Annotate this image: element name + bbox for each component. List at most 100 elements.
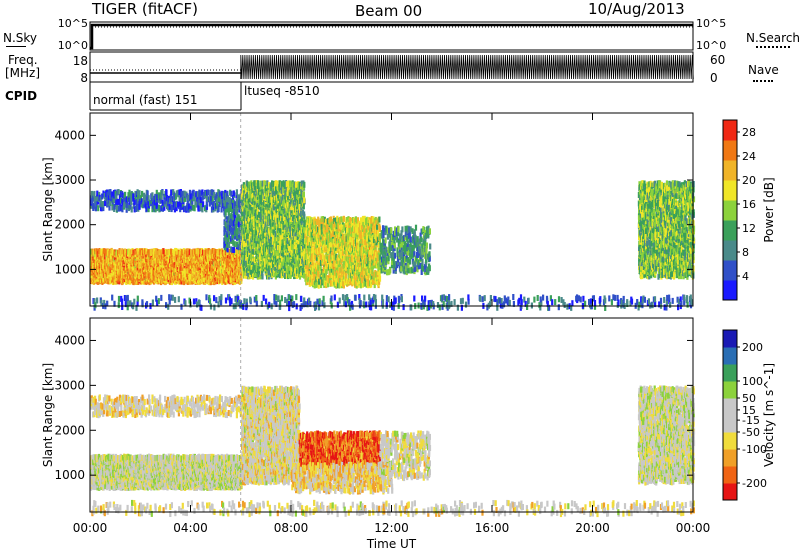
- range-gate-cell: [98, 248, 101, 254]
- range-gate-cell: [190, 204, 193, 211]
- range-gate-cell: [246, 181, 250, 188]
- range-gate-cell: [163, 193, 166, 200]
- range-gate-cell: [177, 201, 180, 208]
- range-gate-cell: [303, 197, 306, 204]
- range-gate-cell: [287, 219, 291, 226]
- range-gate-cell: [261, 259, 264, 266]
- range-gate-cell: [121, 192, 124, 199]
- range-gate-cell: [173, 192, 176, 199]
- range-gate-cell: [177, 189, 180, 196]
- range-gate-cell: [175, 190, 178, 197]
- range-gate-cell: [203, 249, 206, 256]
- range-gate-cell: [296, 234, 299, 240]
- range-gate-cell: [141, 190, 144, 197]
- freq-label: Freq.: [8, 53, 38, 67]
- range-gate-cell: [269, 220, 273, 227]
- range-gate-cell: [268, 267, 271, 274]
- range-gate-cell: [237, 244, 240, 251]
- range-gate-cell: [209, 249, 212, 256]
- range-gate-cell: [143, 194, 146, 201]
- range-gate-cell: [262, 233, 265, 240]
- range-gate-cell: [202, 201, 205, 208]
- range-gate-cell: [303, 181, 306, 188]
- range-gate-cell: [172, 201, 175, 208]
- range-gate-cell: [201, 206, 204, 213]
- range-gate-cell: [199, 197, 202, 204]
- range-gate-cell: [268, 259, 271, 266]
- range-gate-cell: [126, 265, 129, 272]
- range-gate-cell: [113, 203, 116, 210]
- range-gate-cell: [301, 189, 304, 196]
- range-gate-cell: [264, 236, 267, 243]
- range-gate-cell: [188, 203, 191, 210]
- range-gate-cell: [243, 184, 246, 191]
- range-gate-cell: [298, 203, 301, 209]
- range-gate-cell: [238, 194, 241, 201]
- range-gate-cell: [244, 218, 248, 225]
- range-gate-cell: [273, 259, 276, 266]
- range-gate-cell: [281, 222, 284, 229]
- range-gate-cell: [236, 248, 239, 255]
- range-gate-cell: [227, 209, 230, 216]
- range-gate-cell: [253, 257, 256, 264]
- range-gate-cell: [228, 215, 231, 222]
- range-gate-cell: [199, 193, 202, 200]
- range-gate-cell: [147, 199, 150, 206]
- range-gate-cell: [174, 248, 178, 254]
- nsearch-label: N.Search: [746, 31, 800, 45]
- range-gate-cell: [168, 203, 171, 210]
- range-gate-cell: [193, 192, 197, 199]
- range-gate-cell: [285, 217, 288, 224]
- range-gate-cell: [101, 248, 104, 255]
- range-gate-cell: [221, 196, 224, 203]
- range-gate-cell: [161, 189, 164, 196]
- range-gate-cell: [283, 271, 286, 277]
- range-gate-cell: [226, 246, 229, 253]
- range-gate-cell: [217, 206, 220, 212]
- range-gate-cell: [261, 189, 264, 196]
- range-gate-cell: [275, 186, 278, 193]
- range-gate-cell: [168, 249, 171, 256]
- range-gate-cell: [253, 248, 256, 255]
- range-gate-cell: [278, 226, 281, 233]
- date-label: 10/Aug/2013: [588, 0, 685, 18]
- range-gate-cell: [240, 189, 243, 196]
- range-gate-cell: [240, 204, 243, 211]
- range-gate-cell: [254, 237, 257, 244]
- range-gate-cell: [279, 242, 282, 249]
- range-gate-cell: [182, 263, 185, 270]
- range-gate-cell: [276, 244, 280, 251]
- range-gate-cell: [190, 249, 193, 256]
- range-gate-cell: [109, 267, 112, 274]
- range-gate-cell: [158, 249, 161, 256]
- range-gate-cell: [92, 203, 95, 209]
- range-gate-cell: [293, 239, 296, 246]
- range-gate-cell: [277, 249, 280, 256]
- range-gate-cell: [198, 205, 201, 212]
- range-gate-cell: [233, 246, 236, 253]
- range-gate-cell: [220, 206, 223, 213]
- range-gate-cell: [132, 193, 135, 200]
- range-gate-cell: [273, 241, 277, 248]
- scatter-region: [303, 215, 382, 289]
- range-gate-cell: [104, 200, 107, 207]
- range-gate-cell: [151, 192, 154, 199]
- range-gate-cell: [302, 226, 305, 233]
- range-gate-cell: [229, 246, 233, 253]
- range-gate-cell: [288, 229, 291, 236]
- range-gate-cell: [285, 272, 288, 279]
- range-gate-cell: [286, 241, 289, 248]
- range-gate-cell: [97, 278, 100, 285]
- range-gate-cell: [105, 249, 108, 256]
- range-gate-cell: [121, 206, 124, 213]
- range-gate-cell: [137, 196, 140, 203]
- range-gate-cell: [218, 199, 221, 206]
- range-gate-cell: [192, 204, 195, 211]
- range-gate-cell: [159, 205, 163, 212]
- range-gate-cell: [281, 233, 285, 240]
- range-gate-cell: [249, 204, 252, 211]
- range-gate-cell: [245, 207, 249, 214]
- range-gate-cell: [266, 223, 269, 230]
- range-gate-cell: [218, 264, 221, 271]
- range-gate-cell: [269, 270, 273, 277]
